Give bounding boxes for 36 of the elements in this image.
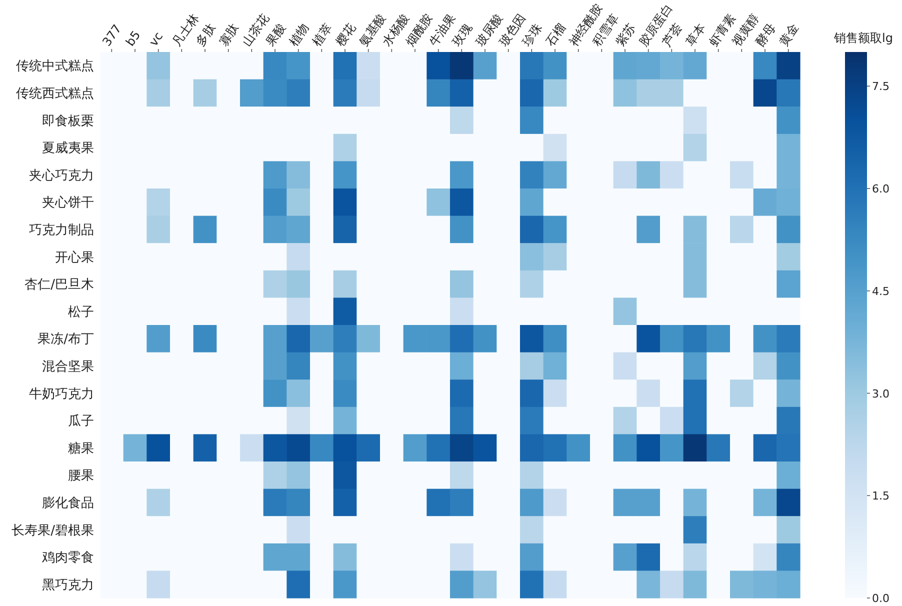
y-tick-label: 杏仁/巴旦木 (24, 278, 94, 293)
y-tick-label: 糖果 (68, 441, 94, 456)
y-tick-label: 瓜子 (68, 414, 94, 430)
color-bar-label: 7.5 (872, 80, 890, 94)
y-tick-label: 传统西式糕点 (16, 86, 94, 102)
x-tick-label: 石榴 (542, 21, 568, 49)
y-tick-label: 巧克力制品 (29, 222, 94, 238)
y-tick-label: 混合坚果 (42, 359, 94, 374)
y-tick-label: 黑巧克力 (42, 578, 94, 593)
y-tick-label: 夹心巧克力 (29, 167, 94, 184)
y-tick-label: 夹心饼干 (42, 194, 94, 211)
x-tick-label: 植萃 (310, 21, 335, 49)
color-bar-label: 6.0 (872, 182, 890, 196)
x-tick-label: 樱花 (332, 21, 358, 49)
x-tick-label: b5 (122, 28, 144, 49)
y-tick-label: 膨化食品 (42, 496, 94, 511)
color-bar-title: 销售额取lg (833, 31, 893, 45)
x-tick-label: 草本 (682, 21, 708, 49)
y-tick-label: 腰果 (68, 468, 94, 484)
y-tick-label: 果冻/布丁 (38, 332, 94, 348)
y-tick-label: 即食板栗 (42, 114, 94, 129)
y-tick-label: 鸡肉零食 (41, 550, 94, 566)
x-tick-label: 植物 (286, 21, 312, 49)
color-bar-label: 3.0 (872, 387, 890, 400)
x-tick-label: 寡肽 (216, 21, 242, 49)
x-tick-label: vc (146, 29, 166, 49)
x-tick-label: 黄金 (776, 21, 802, 49)
color-bar-label: 1.5 (872, 490, 890, 503)
y-tick-label: 夏威夷果 (42, 141, 94, 156)
y-tick-label: 牛奶巧克力 (29, 386, 94, 402)
color-bar-label: 0.0 (872, 592, 890, 605)
y-tick-label: 开心果 (55, 249, 94, 266)
y-tick-label: 传统中式糕点 (16, 59, 94, 74)
y-tick-label: 长寿果/碧根果 (12, 523, 94, 538)
color-bar-label: 4.5 (872, 284, 890, 298)
y-tick-label: 松子 (68, 304, 94, 320)
